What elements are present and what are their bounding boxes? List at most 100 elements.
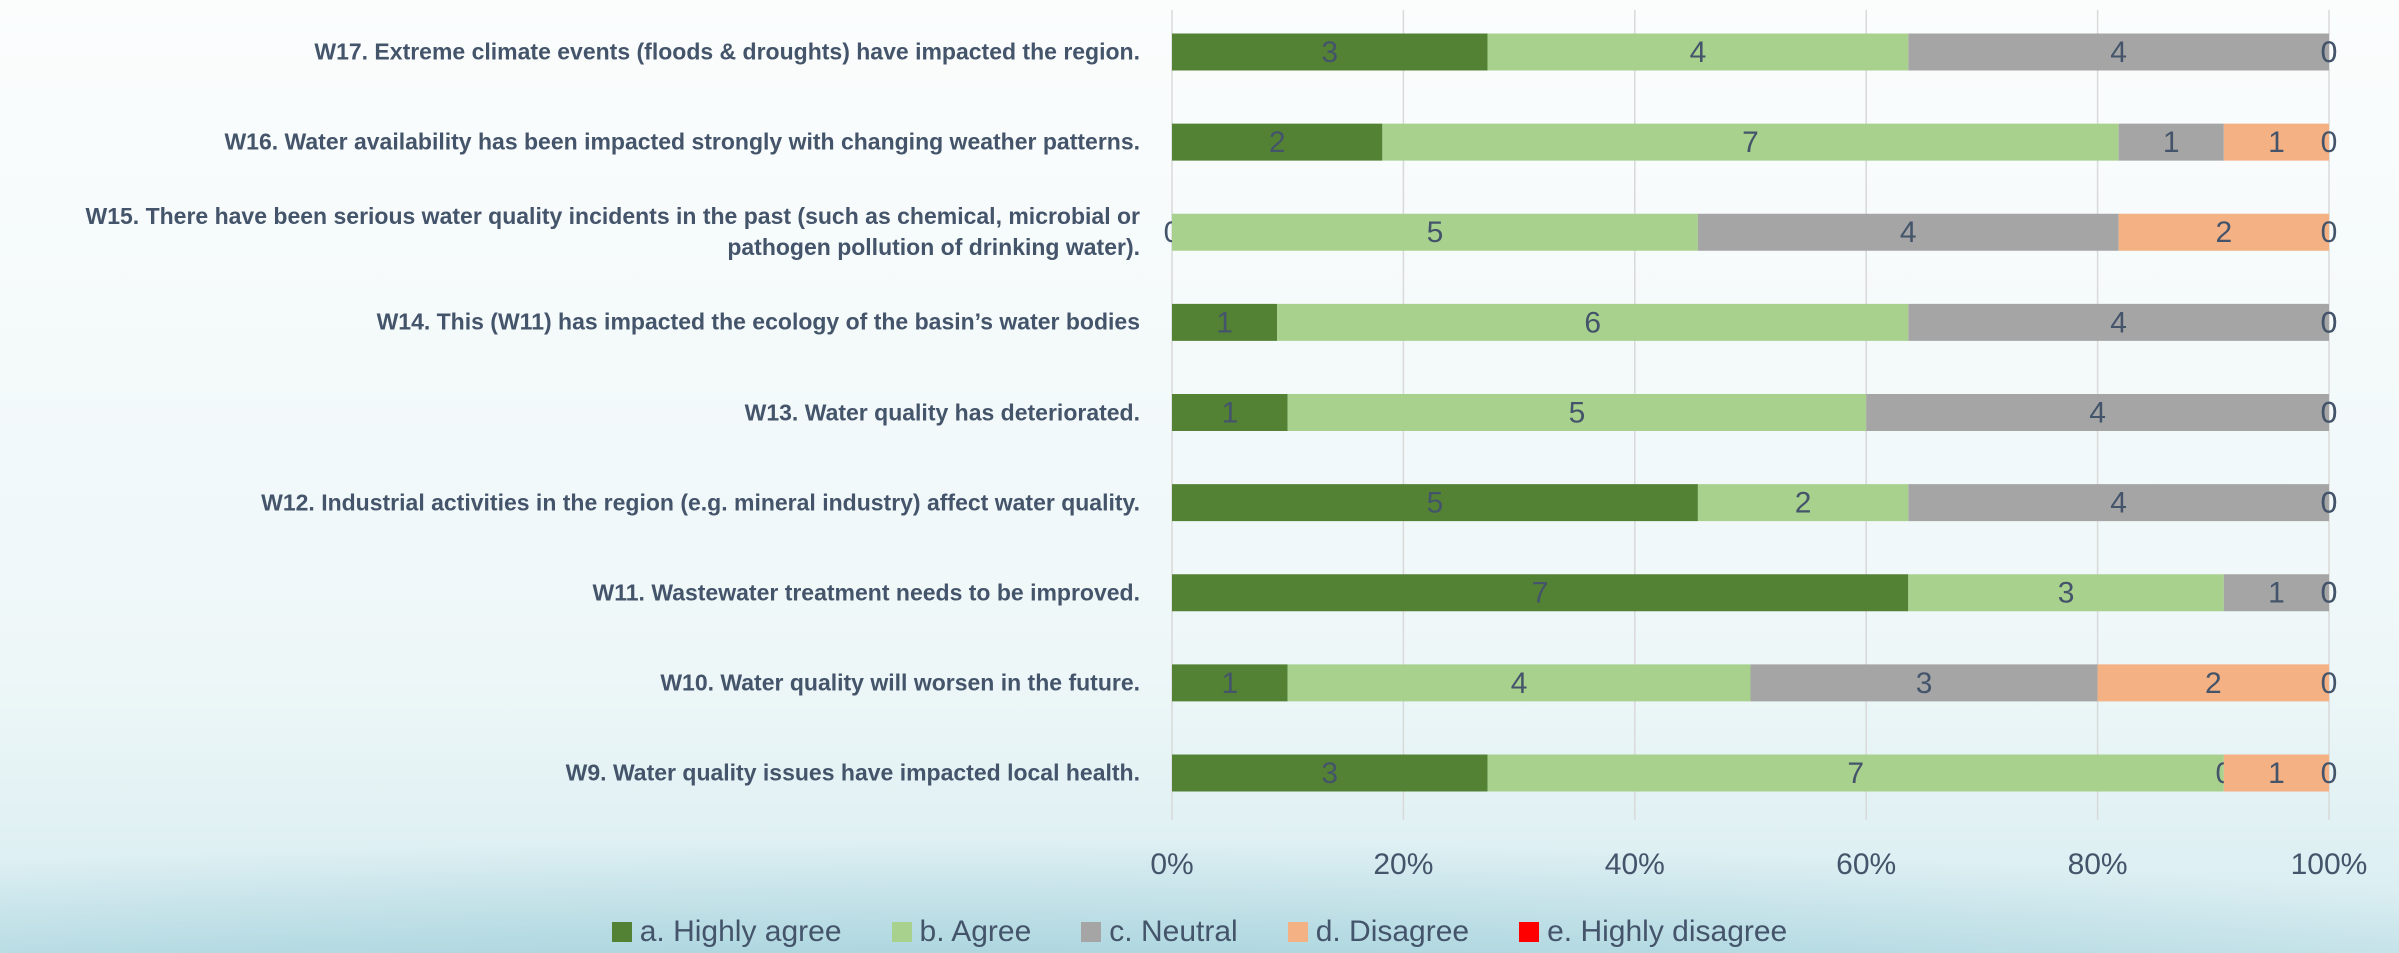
bar-segment [2223, 754, 2329, 792]
value-label: 1 [1216, 306, 1233, 339]
value-label: 0 [2321, 396, 2338, 429]
bar-segment [1750, 664, 2098, 702]
value-label: 4 [2110, 36, 2127, 69]
category-label: W11. Wastewater treatment needs to be im… [592, 579, 1140, 606]
x-tick-label: 60% [1836, 848, 1896, 881]
value-label: 1 [1222, 396, 1239, 429]
bar-segment [1277, 303, 1909, 341]
category-label: W14. This (W11) has impacted the ecology… [376, 308, 1140, 335]
category-label: W10. Water quality will worsen in the fu… [660, 669, 1140, 696]
value-label: 5 [1427, 487, 1444, 520]
value-label: 0 [2321, 126, 2338, 159]
value-label: 0 [2321, 216, 2338, 249]
bar-segment [1697, 213, 2119, 251]
value-label: 5 [1569, 396, 1586, 429]
category-label: W17. Extreme climate events (floods & dr… [314, 38, 1140, 65]
value-label: 4 [2110, 306, 2127, 339]
value-label: 0 [2321, 487, 2338, 520]
bar-segment [1908, 484, 2329, 522]
legend-label: b. Agree [919, 915, 1032, 948]
value-label: 1 [1222, 667, 1239, 700]
bar-segment [1382, 123, 2119, 161]
x-tick-label: 20% [1373, 848, 1433, 881]
value-label: 0 [2321, 396, 2338, 429]
value-label: 2 [2205, 667, 2222, 700]
legend: a. Highly agree b. Agree c. Neutral d. Disa… [0, 915, 2399, 949]
value-label: 5 [1427, 216, 1444, 249]
legend-item: c. Neutral [1081, 915, 1238, 949]
legend-swatch [891, 922, 912, 942]
legend-label: a. Highly agree [639, 915, 842, 948]
value-label: 0 [2321, 667, 2338, 700]
value-label: 0 [2321, 36, 2338, 69]
legend-item: e. Highly disagree [1519, 915, 1787, 949]
bar-segment [1172, 664, 1288, 702]
bar-segment [1697, 484, 1909, 522]
value-label: 7 [1742, 126, 1759, 159]
bar-segment [2097, 664, 2329, 702]
bar-segment [1487, 33, 1909, 71]
legend-swatch [1081, 922, 1102, 942]
category-label: W13. Water quality has deteriorated. [744, 398, 1140, 425]
bar-segment [1866, 394, 2329, 431]
value-label: 0 [2321, 306, 2338, 339]
bar-segment [1287, 394, 1867, 431]
bar-segment [1172, 394, 1288, 431]
value-label: 7 [1847, 757, 1864, 790]
bar-segment [2223, 123, 2329, 161]
value-label: 3 [1916, 667, 1933, 700]
value-label: 4 [1511, 667, 1528, 700]
bar-segment [1908, 33, 2329, 71]
bar-segment [1172, 123, 1383, 161]
value-label: 2 [1795, 487, 1812, 520]
category-label: W9. Water quality issues have impacted l… [565, 759, 1140, 786]
bar-segment [1172, 754, 1488, 792]
value-label: 6 [1584, 306, 1601, 339]
value-label: 7 [1532, 577, 1549, 610]
bar-segment [1172, 574, 1909, 612]
value-label: 0 [2321, 577, 2338, 610]
category-label: W16. Water availability has been impacte… [224, 128, 1140, 155]
legend-item: d. Disagree [1287, 915, 1470, 949]
value-label: 1 [2268, 757, 2285, 790]
legend-label: e. Highly disagree [1547, 915, 1788, 948]
bar-segment [1908, 303, 2329, 341]
category-label: W15. There have been serious water quali… [85, 203, 1141, 261]
value-label: 0 [2321, 577, 2338, 610]
bar-segment [2223, 574, 2329, 612]
bar-segment [1172, 484, 1698, 522]
bar-segment [1487, 754, 2224, 792]
legend-swatch [1287, 922, 1308, 942]
legend-label: d. Disagree [1315, 915, 1470, 948]
x-tick-label: 40% [1605, 848, 1665, 881]
value-label: 4 [2110, 487, 2127, 520]
value-label: 3 [2058, 577, 2075, 610]
category-label: W12. Industrial activities in the region… [261, 489, 1140, 516]
legend-swatch [1519, 922, 1540, 942]
value-label: 3 [1321, 36, 1338, 69]
bar-segment [2118, 213, 2329, 251]
value-label: 4 [2089, 396, 2106, 429]
value-label: 2 [2215, 216, 2232, 249]
bar-segment [1172, 213, 1698, 251]
value-label: 0 [2321, 306, 2338, 339]
legend-label: c. Neutral [1109, 915, 1238, 948]
value-label: 0 [2321, 36, 2338, 69]
bar-segment [1172, 33, 1488, 71]
x-tick-label: 0% [1150, 848, 1193, 881]
value-label: 2 [1269, 126, 1286, 159]
value-label: 0 [2321, 487, 2338, 520]
value-label: 1 [2268, 126, 2285, 159]
x-tick-label: 80% [2068, 848, 2128, 881]
bar-segment [2118, 123, 2224, 161]
x-tick-label: 100% [2291, 848, 2368, 881]
legend-swatch [611, 922, 632, 942]
bar-segment [1172, 303, 1278, 341]
value-label: 1 [2163, 126, 2180, 159]
value-label: 0 [2321, 757, 2338, 790]
legend-item: b. Agree [891, 915, 1032, 949]
value-label: 4 [1690, 36, 1707, 69]
bar-segment [1908, 574, 2224, 612]
